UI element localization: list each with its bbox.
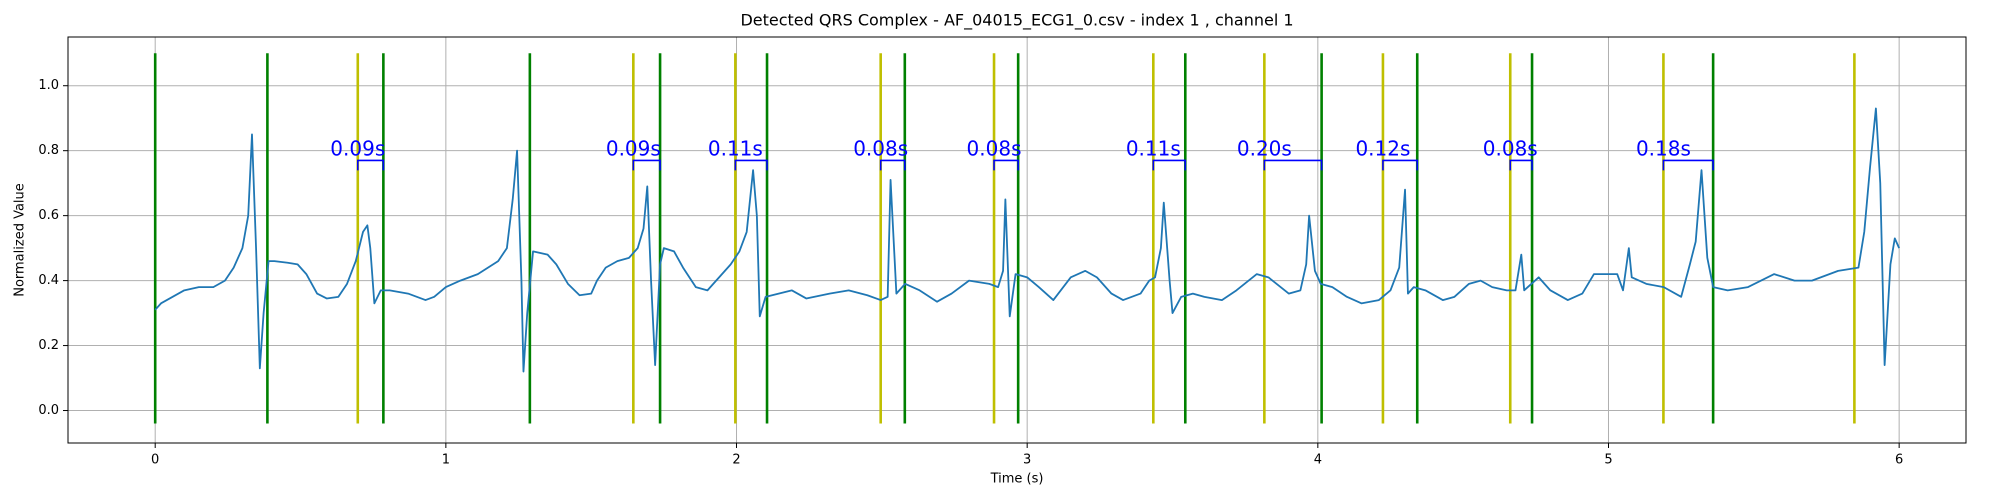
- y-tick-label: 0.4: [38, 273, 59, 288]
- y-tick-label: 0.2: [38, 338, 59, 353]
- duration-bracket: [1509, 159, 1533, 171]
- duration-bracket: [1382, 159, 1419, 171]
- duration-label: 0.20s: [1237, 136, 1292, 160]
- duration-bracket: [1152, 159, 1187, 171]
- duration-label: 0.09s: [606, 136, 661, 160]
- duration-label: 0.11s: [1126, 136, 1181, 160]
- duration-label: 0.18s: [1636, 136, 1691, 160]
- x-axis-label: Time (s): [990, 472, 1044, 487]
- duration-label: 0.08s: [1483, 136, 1538, 160]
- duration-label: 0.11s: [708, 136, 763, 160]
- x-tick-label: 6: [1895, 453, 1903, 468]
- x-tick-label: 3: [1023, 453, 1031, 468]
- x-tick-label: 4: [1314, 453, 1322, 468]
- x-tick-label: 2: [732, 453, 740, 468]
- duration-label: 0.09s: [330, 136, 385, 160]
- chart-title: Detected QRS Complex - AF_04015_ECG1_0.c…: [740, 11, 1293, 31]
- duration-label: 0.08s: [967, 136, 1022, 160]
- x-tick-label: 0: [151, 453, 159, 468]
- duration-bracket: [1263, 159, 1323, 171]
- y-axis-label: Normalized Value: [13, 183, 28, 297]
- y-tick-label: 0.0: [38, 403, 59, 418]
- duration-bracket: [734, 159, 768, 171]
- duration-bracket: [1662, 159, 1714, 171]
- duration-label: 0.12s: [1355, 136, 1410, 160]
- x-tick-label: 1: [442, 453, 450, 468]
- y-tick-label: 0.6: [38, 208, 59, 223]
- duration-bracket: [356, 159, 385, 171]
- duration-bracket: [632, 159, 661, 171]
- y-tick-label: 0.8: [38, 143, 59, 158]
- duration-label: 0.08s: [853, 136, 908, 160]
- duration-bracket: [879, 159, 906, 171]
- plot-frame: [67, 36, 1967, 444]
- duration-bracket: [993, 159, 1019, 171]
- x-tick-label: 5: [1604, 453, 1612, 468]
- signal-line: [154, 107, 1900, 373]
- y-tick-label: 1.0: [38, 78, 59, 93]
